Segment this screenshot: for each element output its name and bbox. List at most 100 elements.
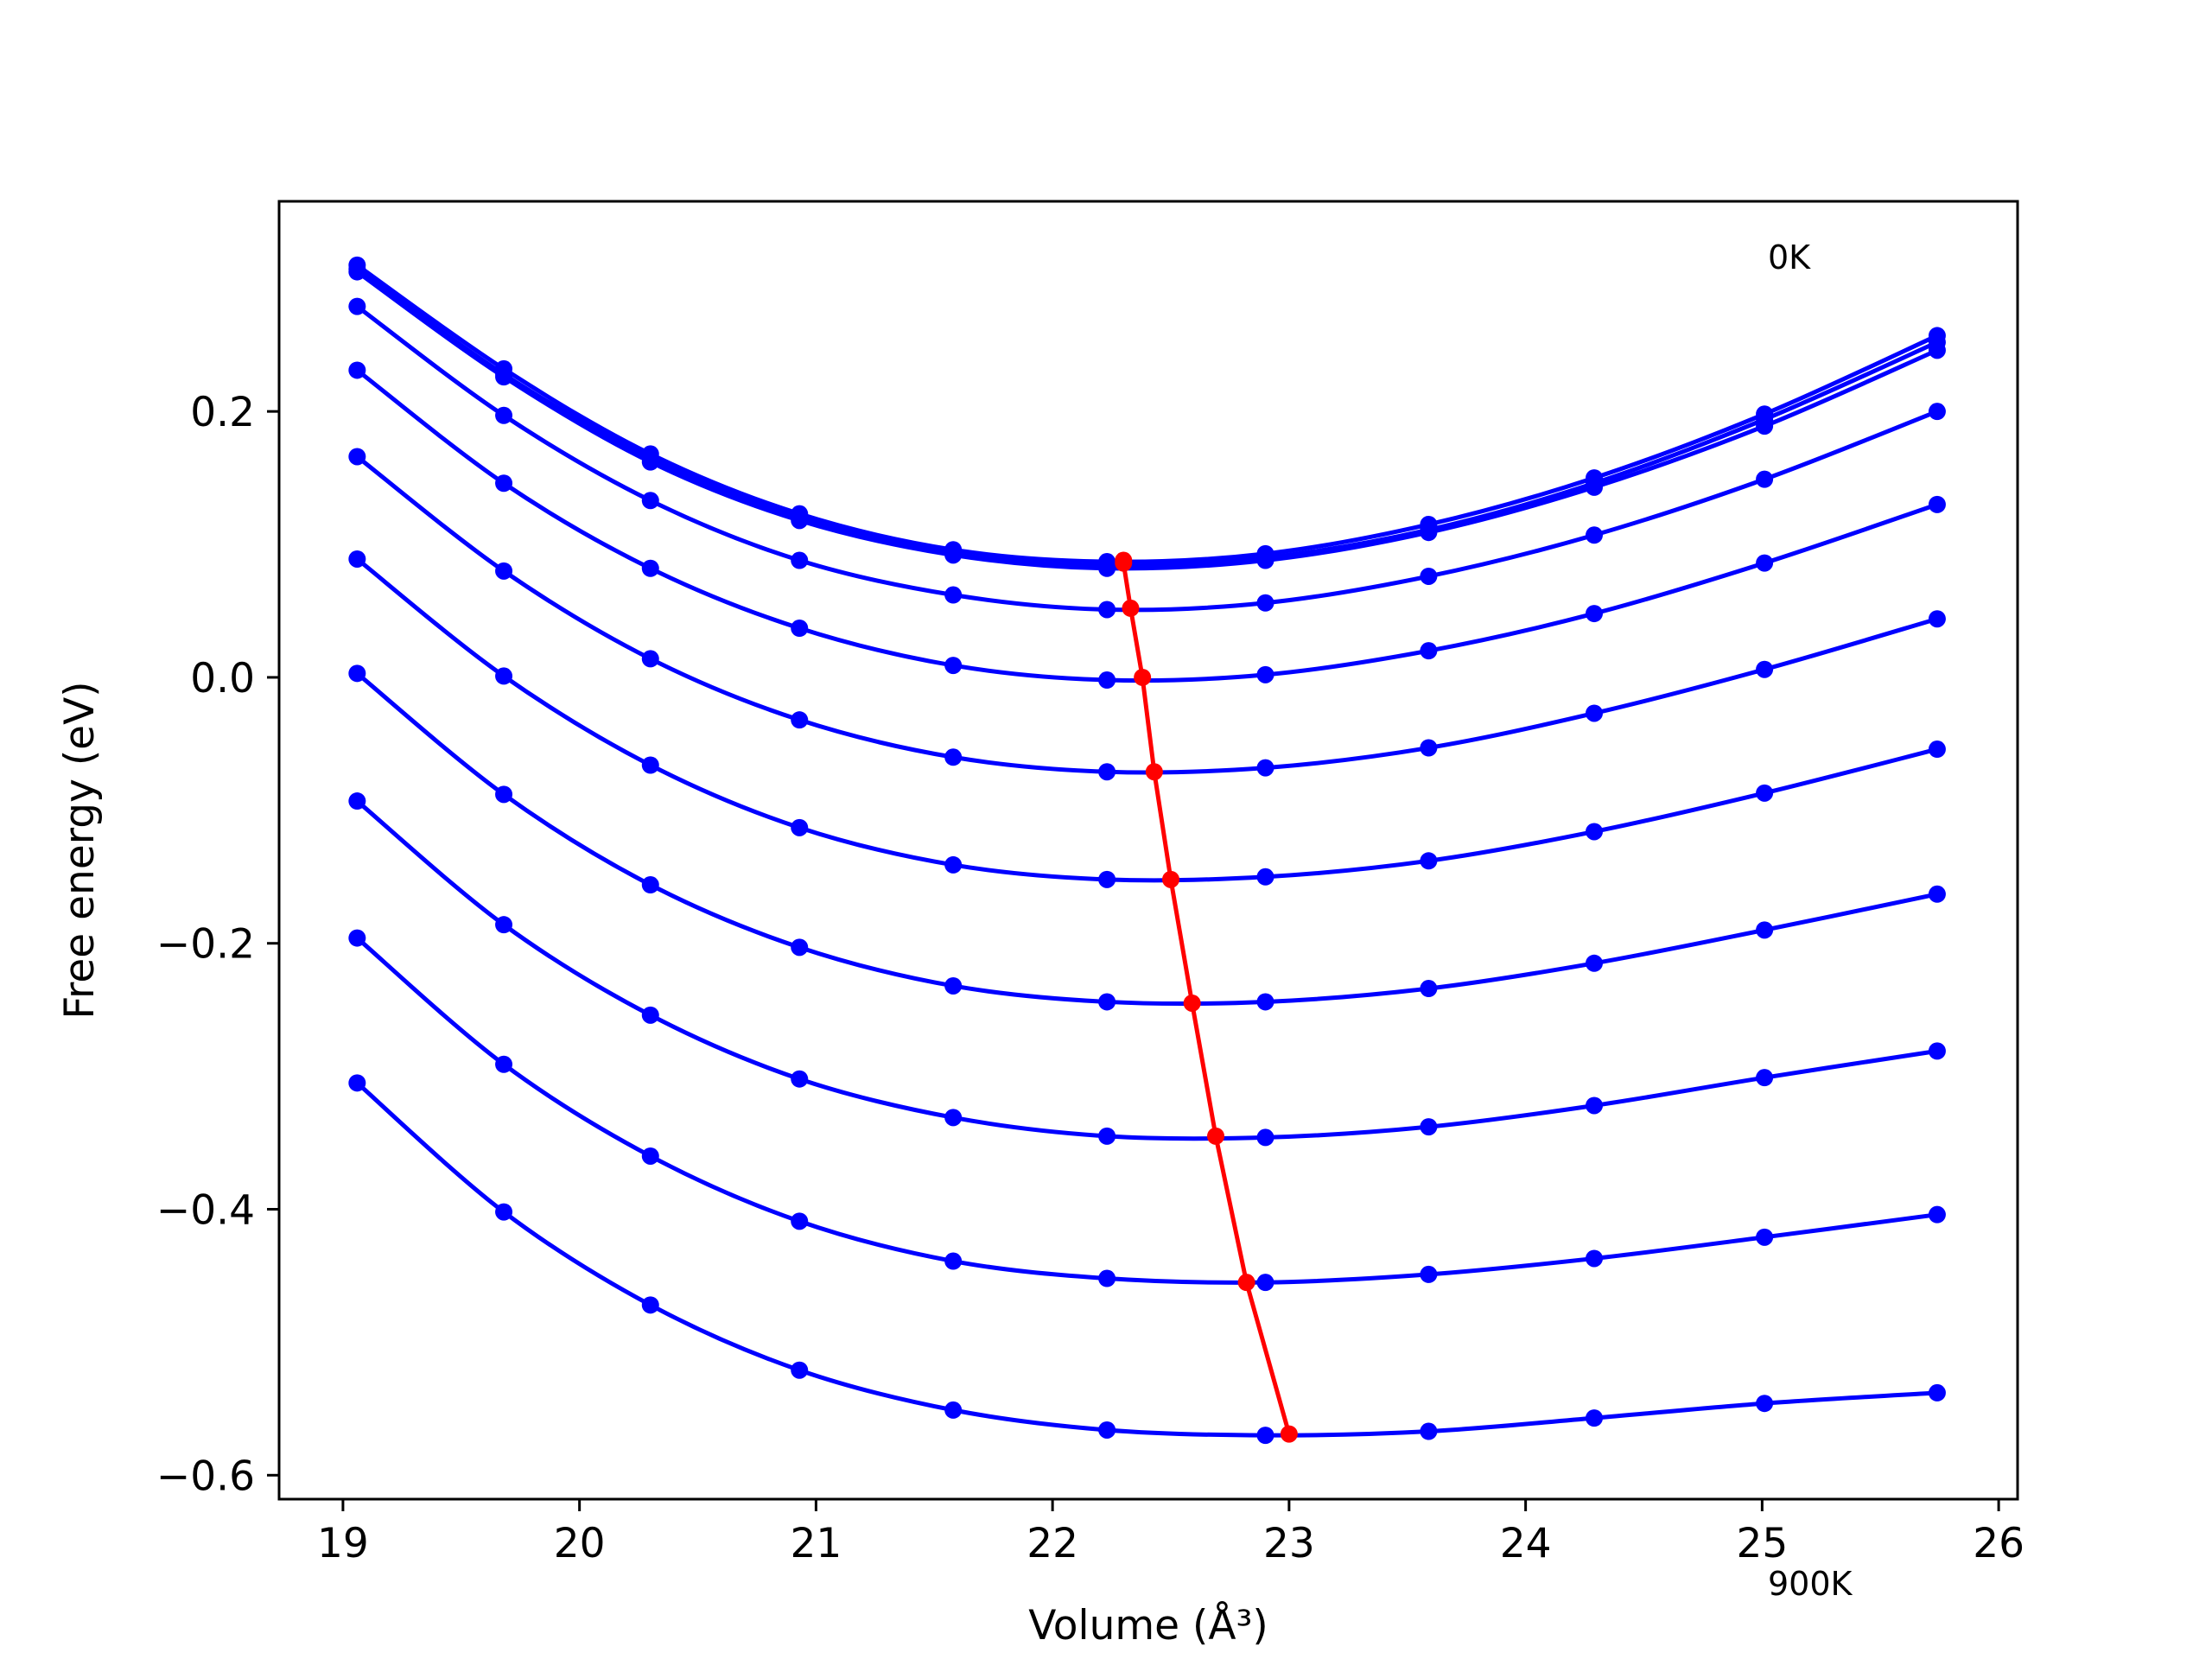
data-point bbox=[1928, 741, 1946, 759]
minimum-point bbox=[1280, 1425, 1298, 1443]
x-tick-label: 22 bbox=[1027, 1520, 1078, 1567]
data-point bbox=[495, 1203, 513, 1221]
data-point bbox=[1420, 524, 1438, 542]
data-point bbox=[348, 792, 366, 810]
isotherm-curves bbox=[348, 256, 1946, 1445]
data-point bbox=[1928, 1205, 1946, 1224]
data-point bbox=[641, 756, 659, 774]
data-point bbox=[1256, 665, 1274, 683]
data-point bbox=[1756, 1395, 1774, 1413]
x-tick-label: 21 bbox=[790, 1520, 842, 1567]
minimum-point bbox=[1145, 763, 1163, 781]
data-point bbox=[944, 976, 963, 995]
data-point bbox=[641, 876, 659, 894]
data-point bbox=[791, 619, 809, 637]
data-point bbox=[1420, 1265, 1438, 1283]
y-tick-label: 0.0 bbox=[190, 655, 255, 702]
y-tick-label: −0.6 bbox=[156, 1452, 255, 1500]
isotherm-series-7 bbox=[348, 664, 1946, 1011]
data-point bbox=[1256, 1274, 1274, 1292]
data-point bbox=[944, 546, 963, 564]
annotation-0k: 0K bbox=[1768, 238, 1811, 276]
data-point bbox=[641, 1296, 659, 1314]
data-point bbox=[1420, 1118, 1438, 1136]
data-point bbox=[495, 785, 513, 804]
data-point bbox=[1756, 554, 1774, 572]
data-point bbox=[348, 263, 366, 281]
data-point bbox=[1098, 1127, 1116, 1145]
data-point bbox=[1586, 1249, 1604, 1268]
y-tick-label: −0.4 bbox=[156, 1187, 255, 1235]
data-point bbox=[1756, 417, 1774, 435]
data-point bbox=[791, 818, 809, 836]
data-point bbox=[1756, 784, 1774, 802]
data-point bbox=[495, 1055, 513, 1073]
data-point bbox=[348, 1074, 366, 1092]
data-point bbox=[1928, 495, 1946, 513]
x-tick-label: 26 bbox=[1973, 1520, 2024, 1567]
data-point bbox=[1756, 921, 1774, 939]
data-point bbox=[1256, 1427, 1274, 1445]
x-tick-label: 24 bbox=[1500, 1520, 1552, 1567]
minimum-point bbox=[1115, 554, 1133, 572]
isotherm-series-2 bbox=[348, 263, 1946, 577]
data-point bbox=[495, 474, 513, 493]
isotherm-series-6 bbox=[348, 550, 1946, 888]
data-point bbox=[495, 368, 513, 386]
data-point bbox=[1256, 759, 1274, 777]
data-point bbox=[1098, 1421, 1116, 1439]
data-point bbox=[1098, 601, 1116, 619]
data-point bbox=[791, 938, 809, 957]
data-point bbox=[348, 361, 366, 379]
data-point bbox=[1256, 868, 1274, 886]
data-point bbox=[641, 453, 659, 471]
isotherm-series-10 bbox=[348, 1074, 1946, 1445]
data-point bbox=[1586, 704, 1604, 722]
data-point bbox=[1586, 1409, 1604, 1427]
data-point bbox=[1586, 954, 1604, 972]
data-point bbox=[1098, 559, 1116, 577]
data-point bbox=[1928, 1383, 1946, 1402]
data-point bbox=[1586, 526, 1604, 544]
annotation-900k: 900K bbox=[1768, 1565, 1853, 1603]
data-point bbox=[791, 512, 809, 530]
data-point bbox=[944, 1252, 963, 1270]
data-point bbox=[641, 1006, 659, 1024]
data-point bbox=[1420, 642, 1438, 660]
data-point bbox=[641, 559, 659, 577]
data-point bbox=[944, 748, 963, 766]
data-point bbox=[1256, 551, 1274, 569]
data-point bbox=[791, 551, 809, 569]
minimum-curve bbox=[1115, 551, 1298, 1443]
data-point bbox=[1586, 605, 1604, 623]
data-point bbox=[1756, 470, 1774, 488]
data-point bbox=[1098, 763, 1116, 781]
y-tick-label: 0.2 bbox=[190, 389, 255, 436]
data-point bbox=[1420, 1422, 1438, 1440]
minimum-point bbox=[1162, 870, 1180, 888]
data-point bbox=[791, 1361, 809, 1379]
data-point bbox=[348, 550, 366, 568]
data-point bbox=[944, 1109, 963, 1127]
data-point bbox=[944, 1401, 963, 1419]
minimum-point bbox=[1237, 1274, 1255, 1292]
data-point bbox=[1098, 1269, 1116, 1287]
data-point bbox=[495, 667, 513, 685]
y-axis-title: Free energy (eV) bbox=[56, 681, 104, 1019]
data-point bbox=[1420, 852, 1438, 870]
data-point bbox=[348, 297, 366, 315]
minimum-point bbox=[1122, 599, 1140, 617]
plot-frame bbox=[277, 200, 2019, 1501]
x-tick-label: 20 bbox=[554, 1520, 606, 1567]
data-point bbox=[495, 562, 513, 580]
data-point bbox=[944, 855, 963, 874]
data-point bbox=[1098, 993, 1116, 1011]
isotherm-series-9 bbox=[348, 929, 1946, 1292]
data-point bbox=[944, 657, 963, 675]
data-point bbox=[495, 916, 513, 934]
data-point bbox=[1756, 1069, 1774, 1087]
data-point bbox=[1928, 341, 1946, 359]
minimum-point bbox=[1207, 1127, 1225, 1145]
